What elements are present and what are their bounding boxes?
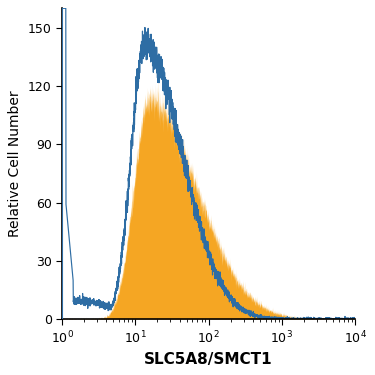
X-axis label: SLC5A8/SMCT1: SLC5A8/SMCT1 — [144, 352, 273, 367]
Y-axis label: Relative Cell Number: Relative Cell Number — [8, 90, 22, 237]
